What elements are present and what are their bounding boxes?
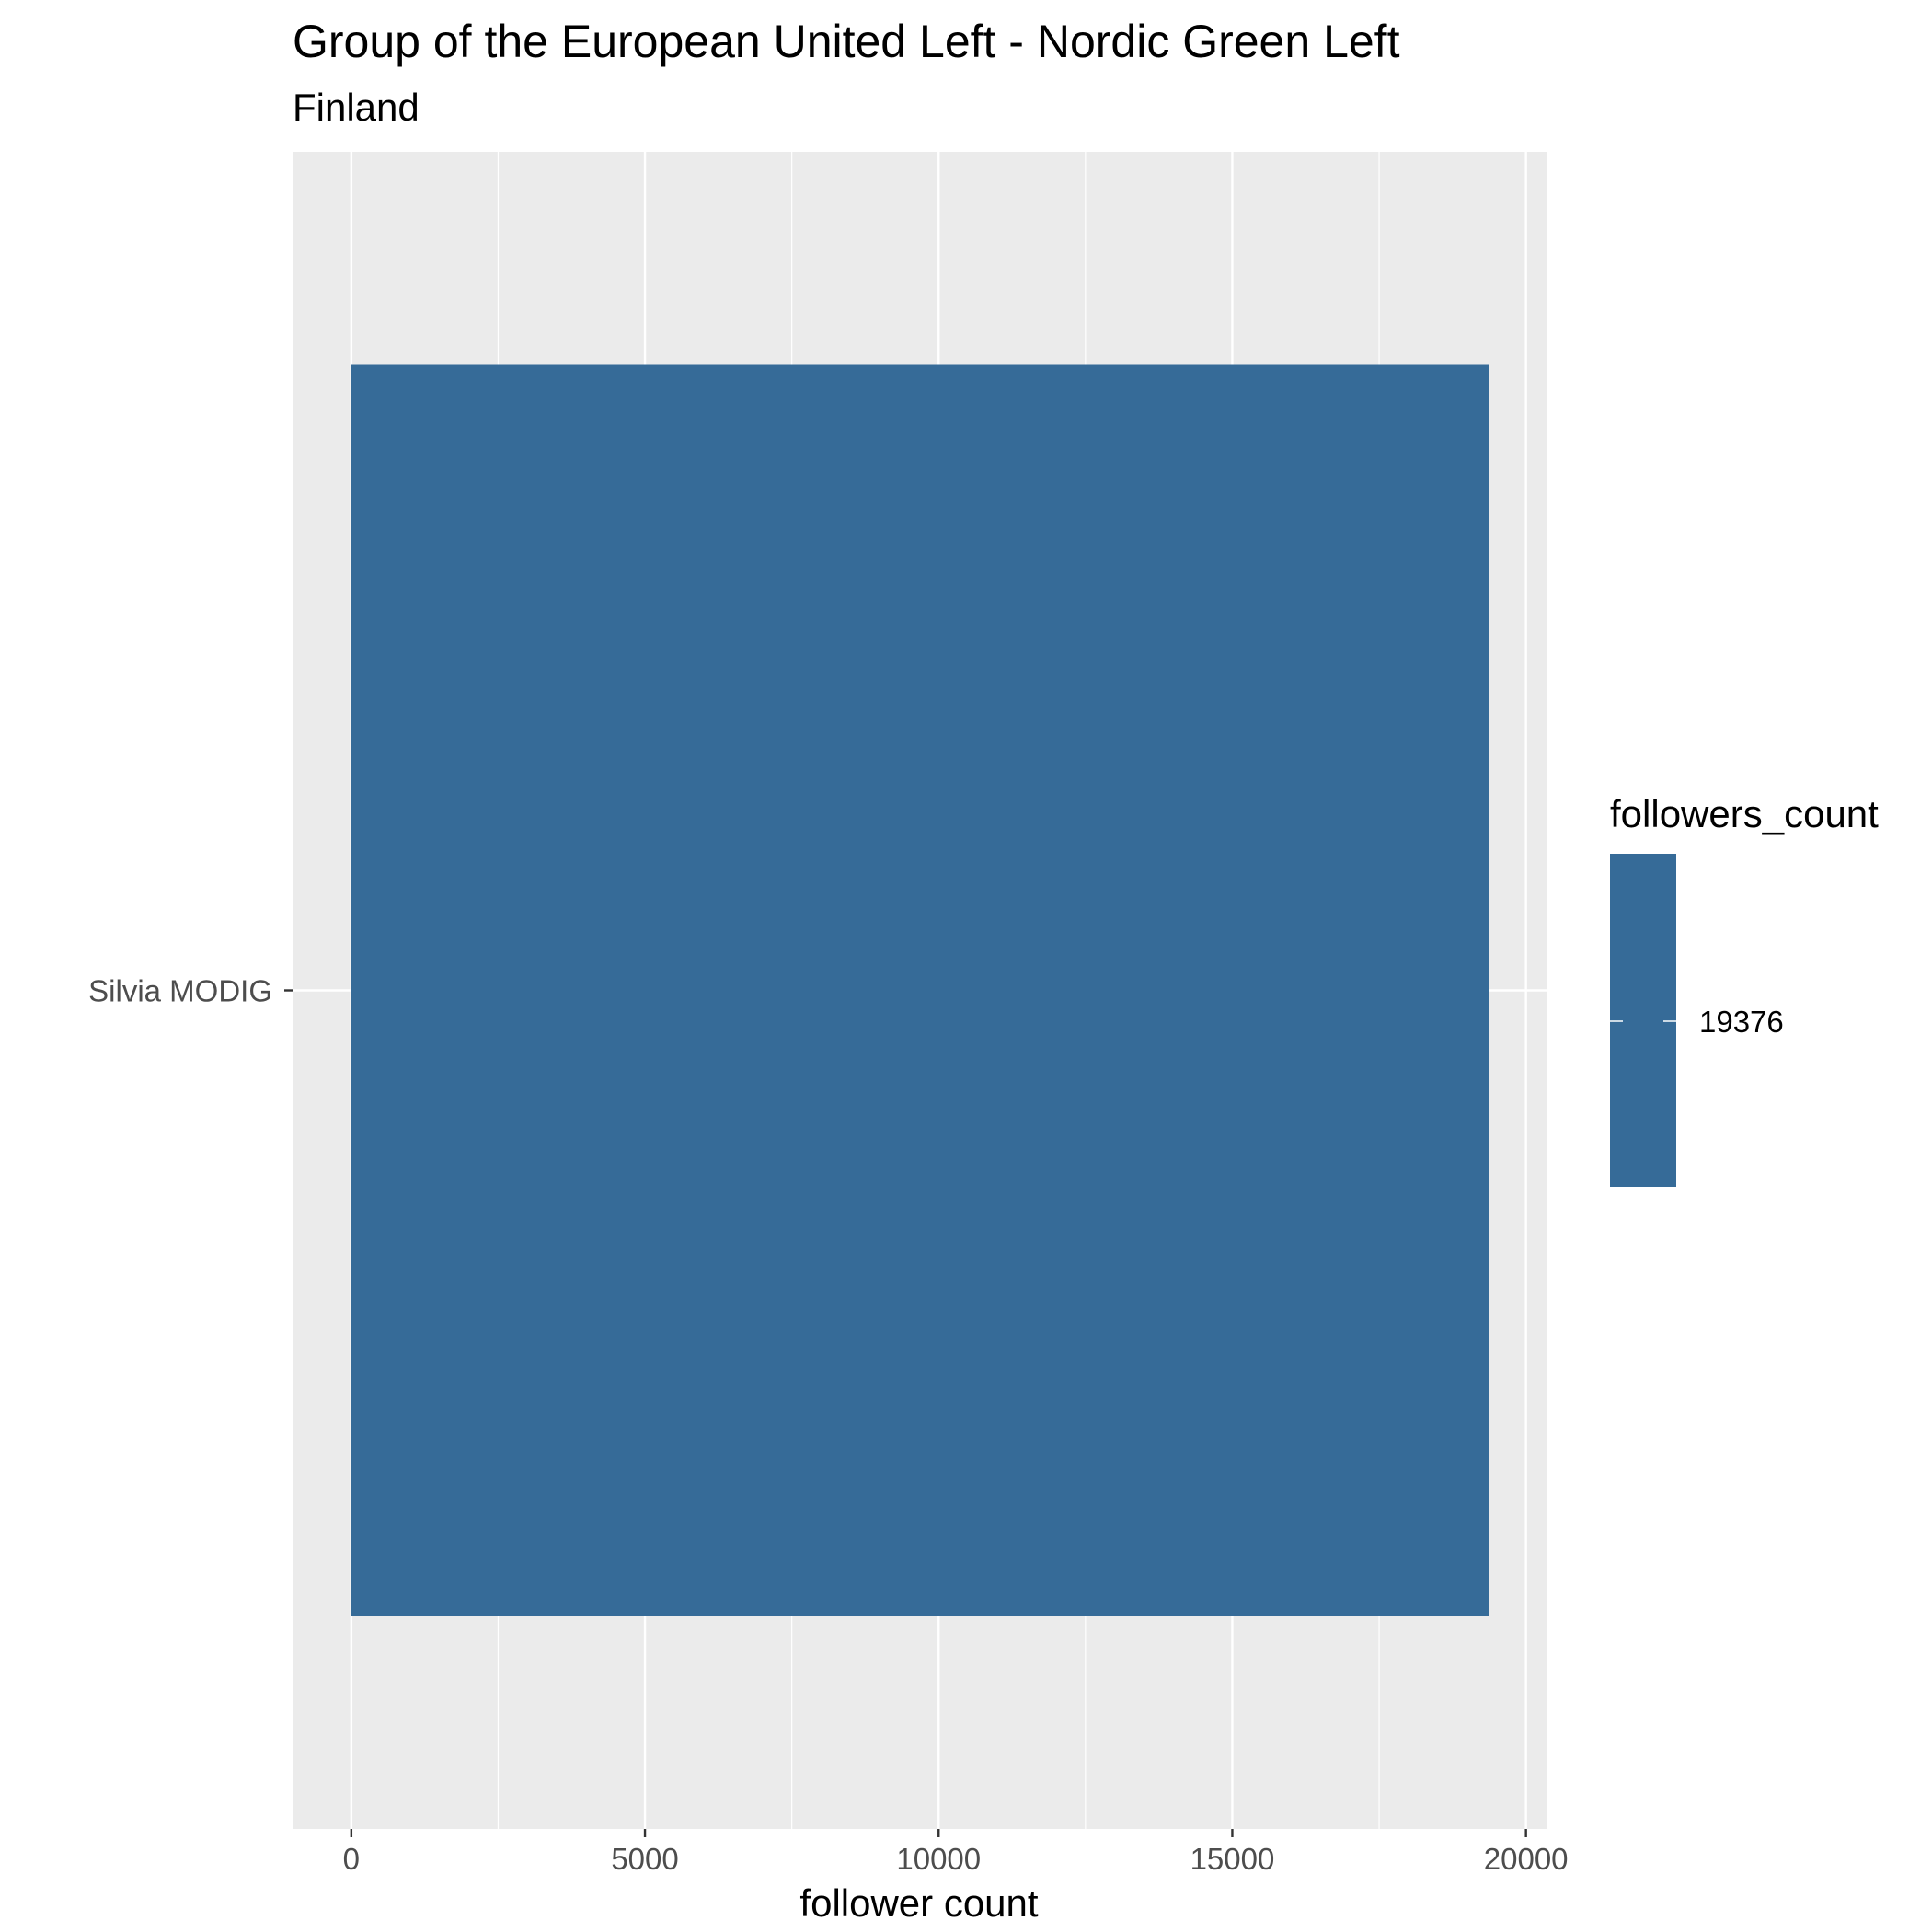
legend-title: followers_count bbox=[1610, 792, 1879, 835]
legend: followers_count 19376 bbox=[1610, 792, 1879, 1187]
x-tick-label: 10000 bbox=[896, 1842, 981, 1876]
bars bbox=[351, 364, 1489, 1616]
legend-value-label: 19376 bbox=[1699, 1005, 1784, 1039]
x-tick-label: 20000 bbox=[1484, 1842, 1569, 1876]
y-tick-label: Silvia MODIG bbox=[88, 974, 272, 1008]
bar bbox=[351, 364, 1489, 1616]
y-axis-ticks: Silvia MODIG bbox=[88, 974, 293, 1008]
x-axis-label: follower count bbox=[799, 1881, 1038, 1925]
chart-title: Group of the European United Left - Nord… bbox=[293, 16, 1400, 67]
x-tick-label: 15000 bbox=[1190, 1842, 1275, 1876]
x-axis-ticks: 0 5000 10000 15000 20000 bbox=[343, 1829, 1569, 1876]
x-tick-label: 0 bbox=[343, 1842, 360, 1876]
x-tick-label: 5000 bbox=[611, 1842, 678, 1876]
chart-subtitle: Finland bbox=[293, 86, 420, 129]
legend-color-bar bbox=[1610, 854, 1676, 1187]
